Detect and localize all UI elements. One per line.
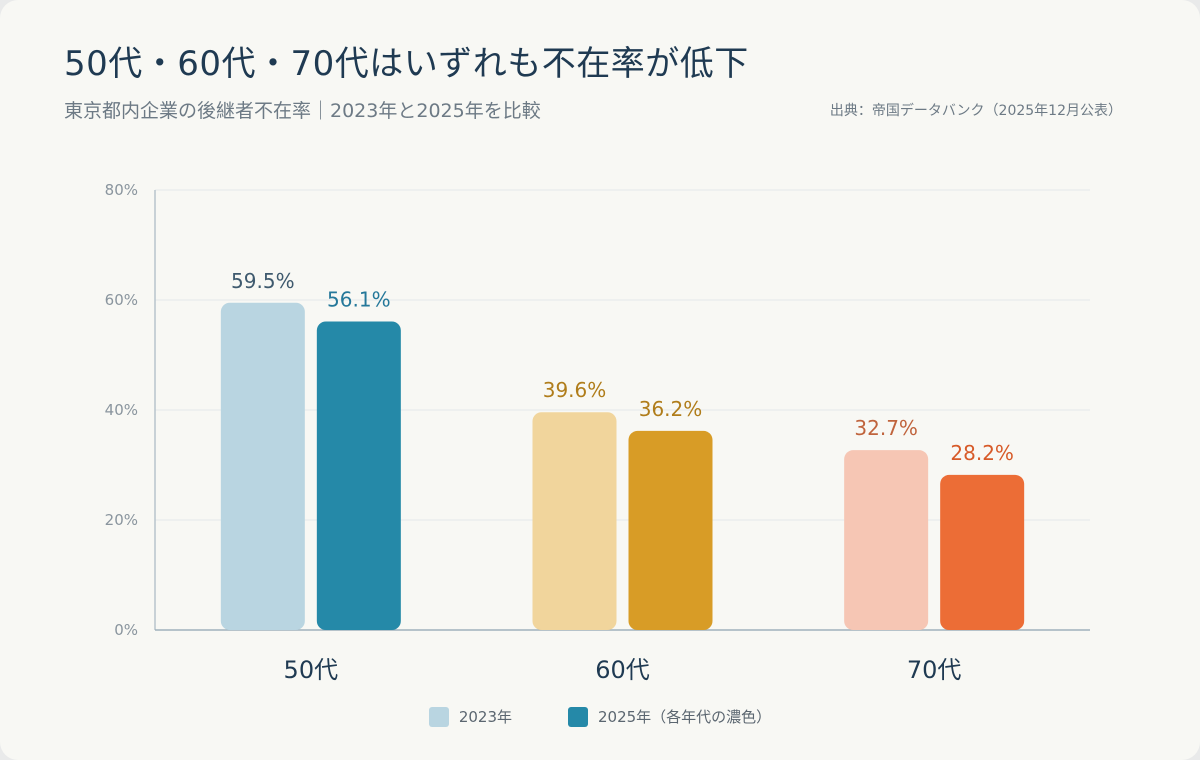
legend-swatch-2025	[568, 706, 588, 727]
y-tick-label: 60%	[105, 291, 138, 309]
legend-label-2023: 2023年	[458, 708, 512, 726]
legend-swatch-2023	[428, 706, 449, 727]
data-label: 56.1%	[327, 287, 391, 311]
bar-2023	[844, 450, 929, 630]
y-tick-label: 40%	[105, 401, 138, 419]
bar-2025	[628, 430, 713, 630]
data-label: 59.5%	[231, 269, 295, 293]
data-label: 36.2%	[639, 397, 703, 421]
bar-2023	[220, 302, 305, 630]
y-tick-label: 80%	[105, 181, 138, 199]
page-subtitle: 東京都内企業の後継者不在率｜2023年と2025年を比較	[64, 100, 541, 122]
source-note: 出典：帝国データバンク（2025年12月公表）	[829, 103, 1122, 119]
legend-label-2025: 2025年（各年代の濃色）	[598, 708, 772, 726]
data-label: 32.7%	[854, 416, 918, 440]
y-tick-label: 0%	[114, 621, 138, 639]
legend: 2023年 2025年（各年代の濃色）	[0, 706, 1200, 727]
data-label: 28.2%	[950, 441, 1014, 465]
x-category-label: 60代	[595, 656, 650, 684]
legend-item-2023: 2023年	[428, 706, 512, 727]
y-tick-label: 20%	[105, 511, 138, 529]
bar-2025	[940, 474, 1025, 630]
bar-2025	[316, 321, 401, 630]
data-label: 39.6%	[543, 378, 607, 402]
bar-2023	[532, 412, 617, 630]
x-category-label: 50代	[284, 656, 339, 684]
x-category-label: 70代	[907, 656, 962, 684]
page-title: 50代・60代・70代はいずれも不在率が低下	[64, 44, 749, 84]
legend-item-2025: 2025年（各年代の濃色）	[568, 706, 771, 727]
